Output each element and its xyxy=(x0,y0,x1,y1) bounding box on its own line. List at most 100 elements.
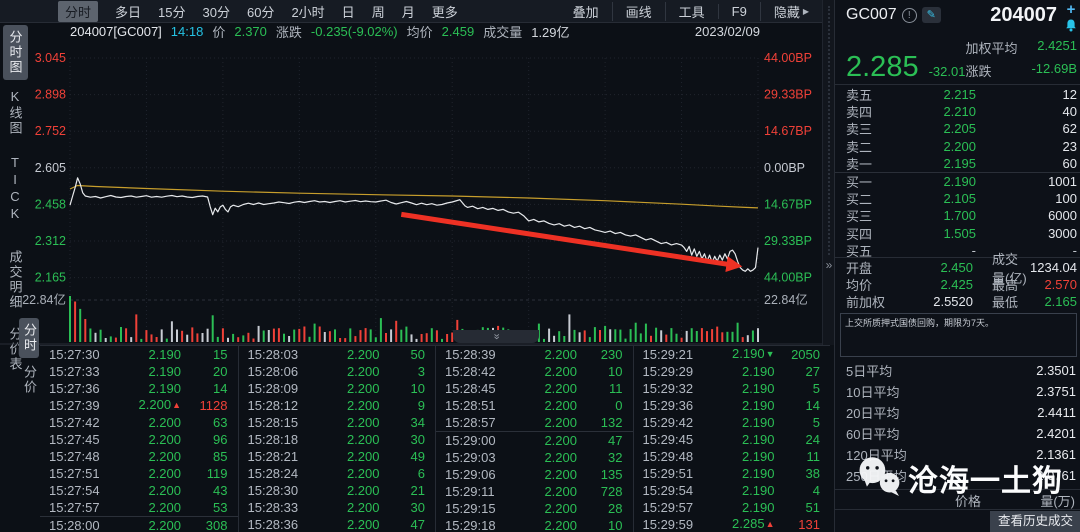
trade-time: 15:28:45 xyxy=(445,381,496,396)
volume-bar xyxy=(736,322,739,342)
trade-price: 2.200 xyxy=(346,432,380,447)
add-watchlist-icon[interactable]: + xyxy=(1066,1,1076,18)
volume-bar xyxy=(619,329,622,342)
menu-hide[interactable]: 隐藏 ▶ xyxy=(759,1,822,21)
tape-row: 15:28:09 2.200 10 xyxy=(239,380,436,397)
trade-price: 2.200 xyxy=(148,415,181,430)
stat-value: 2.5520 xyxy=(933,294,973,309)
trade-price: 2.200 xyxy=(346,449,380,464)
expand-panel-icon[interactable]: » xyxy=(825,258,833,272)
volume-bar xyxy=(283,333,285,342)
price-axis-label: 2.165 xyxy=(35,271,66,285)
volume-bar xyxy=(655,327,658,342)
volume-bar xyxy=(369,329,372,342)
stat-label: 均价 xyxy=(846,278,873,293)
sidebar-item-trade-detail[interactable]: 成交明细 xyxy=(7,250,23,310)
divider-line xyxy=(835,509,1080,510)
volume-bar xyxy=(150,334,153,342)
level-label: 卖二 xyxy=(846,139,873,155)
book-level-buy4: 买四 1.505 3000 xyxy=(835,225,1080,242)
ma-value: 2.3501 xyxy=(1036,363,1076,378)
tape-row: 15:28:45 2.200 11 xyxy=(436,380,633,397)
menu-f9[interactable]: F9 xyxy=(717,3,760,19)
edit-icon[interactable]: ✎ xyxy=(921,7,941,23)
period-tab-60min[interactable]: 60分 xyxy=(246,4,275,20)
stat-label: 最低 xyxy=(992,295,1019,310)
change-label: 涨跌 xyxy=(275,25,302,40)
ma-value: 2.4411 xyxy=(1037,405,1076,420)
period-tab-day[interactable]: 日 xyxy=(341,4,355,20)
trade-time: 15:28:06 xyxy=(247,364,299,379)
period-tab-30min[interactable]: 30分 xyxy=(202,4,230,20)
level-label: 买五 xyxy=(846,243,873,259)
trade-time: 15:29:06 xyxy=(445,467,496,482)
period-tab-2hour[interactable]: 2小时 xyxy=(291,4,325,20)
tape-row: 15:29:42 2.190 5 xyxy=(634,414,831,431)
volume-bar xyxy=(308,336,311,342)
volume-bar xyxy=(196,333,199,342)
panel-divider: » xyxy=(822,0,835,345)
volume-bar xyxy=(344,338,347,342)
bell-icon[interactable] xyxy=(1065,19,1077,32)
instrument-code: 204007 xyxy=(990,3,1057,26)
sidebar-item-tick[interactable]: TICK xyxy=(7,155,23,223)
trade-volume: 14 xyxy=(805,398,820,413)
trade-volume: 24 xyxy=(805,432,820,447)
period-tab-fenshi[interactable]: 分时 xyxy=(58,0,99,22)
volume-bar xyxy=(125,328,128,342)
menu-tools[interactable]: 工具 xyxy=(664,1,718,21)
trade-price: 2.190 xyxy=(741,483,775,498)
tape-row: 15:27:48 2.200 85 xyxy=(40,448,238,465)
tape-column-3: 15:28:39 2.200 230 15:28:42 2.200 10 15:28:45 2… xyxy=(435,346,633,532)
book-level-buy1: 买一 2.190 1001 xyxy=(835,171,1080,190)
sidebar-item-kline[interactable]: K线图 xyxy=(7,89,23,136)
trade-price: 2.200 xyxy=(544,398,577,413)
level-price: 2.190 xyxy=(943,174,976,190)
trade-time: 15:28:18 xyxy=(247,432,299,447)
trade-volume: 30 xyxy=(410,432,425,447)
tape-row: 15:27:30 2.190 15 xyxy=(40,346,238,363)
bp-axis-label: 0.00BP xyxy=(764,161,805,175)
trade-time: 15:27:42 xyxy=(49,415,100,430)
sidebar-item-price-table[interactable]: 分价表 xyxy=(7,327,23,372)
sidebar-item-timeshare[interactable]: 分时图 xyxy=(2,25,28,80)
trade-time: 15:28:36 xyxy=(247,517,299,532)
period-tab-month[interactable]: 月 xyxy=(401,4,415,20)
trade-price: 2.190 xyxy=(741,432,775,447)
tape-row: 15:29:45 2.190 24 xyxy=(634,431,831,448)
volume-bar xyxy=(400,329,403,342)
period-tab-more[interactable]: 更多 xyxy=(431,4,458,20)
tape-row: 15:29:18 2.200 10 xyxy=(436,517,633,532)
ma-value: 2.4201 xyxy=(1036,426,1076,441)
trade-volume: 38 xyxy=(805,466,820,481)
period-tab-duori[interactable]: 多日 xyxy=(115,4,142,20)
timeshare-chart[interactable]: 09:3010:0010:3011:0013:0013:3014:0014:30… xyxy=(0,22,822,345)
trade-volume: 50 xyxy=(410,347,425,362)
menu-overlay[interactable]: 叠加 xyxy=(572,4,599,20)
volume-bar xyxy=(328,331,331,342)
period-tab-week[interactable]: 周 xyxy=(371,4,385,20)
period-tab-15min[interactable]: 15分 xyxy=(158,4,186,20)
stat-value: 2.425 xyxy=(940,277,973,292)
volume-bar xyxy=(751,330,754,342)
volume-bar xyxy=(721,332,724,342)
info-icon[interactable]: ! xyxy=(901,7,917,23)
trade-volume: 131 xyxy=(798,517,820,532)
view-history-button[interactable]: 查看历史成交 xyxy=(989,511,1080,532)
level-label: 买二 xyxy=(846,192,873,208)
volume-bar xyxy=(69,296,71,342)
down-arrow-icon: ▼ xyxy=(765,349,775,359)
volume-bar xyxy=(267,330,270,342)
stat-value: 2.165 xyxy=(1044,294,1077,309)
tape-row: 15:29:59 2.285▲ 131 xyxy=(634,516,831,532)
bottom-tab-fenjia[interactable]: 分价 xyxy=(22,365,37,395)
volume-bar xyxy=(145,330,148,342)
bottom-tab-fenshi[interactable]: 分时 xyxy=(19,318,39,358)
menu-draw[interactable]: 画线 xyxy=(611,1,665,21)
trade-price: 2.200 xyxy=(544,518,577,532)
tape-row: 15:27:33 2.190 20 xyxy=(40,363,238,380)
trade-volume: 14 xyxy=(213,381,228,396)
level-volume: 1001 xyxy=(1048,174,1077,190)
trade-price: 2.200 xyxy=(148,483,181,498)
axis-collapse-chevron[interactable]: » xyxy=(453,330,539,343)
